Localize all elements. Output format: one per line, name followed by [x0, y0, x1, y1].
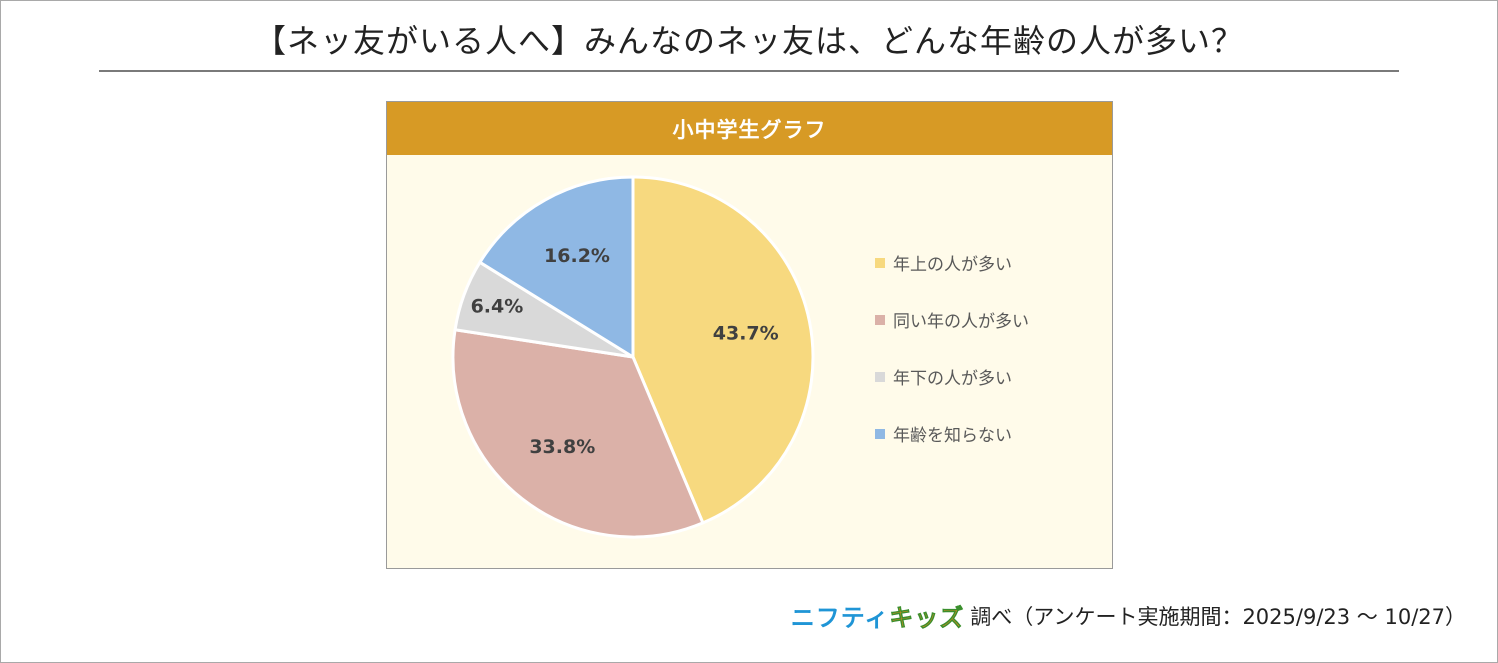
slice-value-label-1: 43.7%: [713, 323, 779, 345]
slice-value-label-4: 16.2%: [544, 245, 610, 267]
survey-note: 調べ（アンケート実施期間：2025/9/23 ～ 10/27）: [970, 604, 1466, 629]
chart-header: 小中学生グラフ: [387, 102, 1112, 155]
legend-label-2: 同い年の人が多い: [893, 312, 1029, 332]
page-title: 【ネッ友がいる人へ】みんなのネッ友は、どんな年齢の人が多い？: [253, 22, 1244, 60]
source-footer: ニフティキッズ 調べ（アンケート実施期間：2025/9/23 ～ 10/27）: [791, 598, 1466, 633]
brand-logo-part1: ニフティ: [790, 604, 890, 632]
legend-swatch-3: [875, 372, 885, 382]
slice-value-label-2: 33.8%: [529, 436, 595, 458]
legend-item-3: 年下の人が多い: [875, 364, 1029, 421]
chart-legend: 年上の人が多い 同い年の人が多い 年下の人が多い 年齢を知らない: [875, 250, 1029, 478]
title-underline: [99, 70, 1399, 72]
legend-item-4: 年齢を知らない: [875, 421, 1029, 478]
pie-slice-2: [451, 328, 705, 539]
legend-item-2: 同い年の人が多い: [875, 307, 1029, 364]
chart-panel: 小中学生グラフ 43.7% 33.8% 6.4% 16.2% 年上の人が多い 同い年の人…: [386, 101, 1113, 569]
legend-label-1: 年上の人が多い: [893, 255, 1012, 275]
legend-swatch-2: [875, 315, 885, 325]
pie-chart: 43.7% 33.8% 6.4% 16.2%: [451, 175, 815, 539]
legend-swatch-4: [875, 429, 885, 439]
legend-label-4: 年齢を知らない: [893, 426, 1012, 446]
legend-swatch-1: [875, 258, 885, 268]
chart-title: 小中学生グラフ: [672, 117, 827, 142]
brand-logo-part2: キッズ: [889, 604, 965, 633]
legend-label-3: 年下の人が多い: [893, 369, 1012, 389]
slice-value-label-3: 6.4%: [471, 295, 524, 317]
chart-body: 43.7% 33.8% 6.4% 16.2% 年上の人が多い 同い年の人が多い 年下の人が…: [387, 155, 1112, 568]
legend-item-1: 年上の人が多い: [875, 250, 1029, 307]
brand-logo: ニフティキッズ: [791, 598, 965, 633]
pie-slice-4: [478, 175, 635, 359]
pie-slice-1: [631, 175, 815, 525]
